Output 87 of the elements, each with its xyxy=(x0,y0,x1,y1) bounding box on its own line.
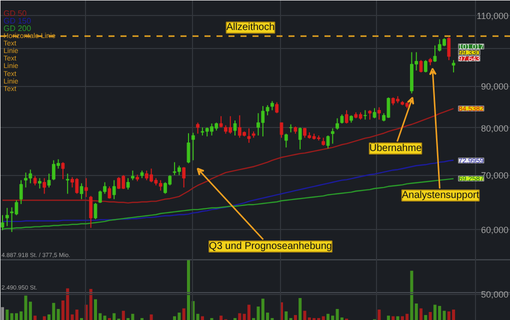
candlestick xyxy=(284,133,288,148)
candlestick xyxy=(298,126,302,150)
candlestick xyxy=(280,122,284,138)
candlestick xyxy=(377,106,381,120)
bar xyxy=(42,316,46,320)
candlestick xyxy=(38,178,42,189)
candlestick xyxy=(19,180,23,205)
candlestick xyxy=(186,132,190,164)
bar xyxy=(298,298,302,320)
y-tick-label: 90,000 xyxy=(480,82,509,92)
candlestick xyxy=(80,182,84,200)
candlestick xyxy=(452,60,456,73)
bar xyxy=(414,304,418,320)
text: GD 200 xyxy=(4,24,32,34)
bar xyxy=(0,307,4,320)
annotation: Übernahme xyxy=(369,142,422,154)
candlestick xyxy=(270,100,274,111)
bar xyxy=(378,310,381,320)
candlestick xyxy=(433,44,437,62)
text: GD 50 xyxy=(4,9,28,18)
candlestick xyxy=(368,110,372,120)
bar xyxy=(294,315,297,320)
candlestick xyxy=(372,108,376,119)
y-tick-label: 80,000 xyxy=(480,123,509,134)
candlestick xyxy=(196,122,200,134)
candlestick xyxy=(47,173,51,188)
bar xyxy=(94,299,98,320)
candlestick xyxy=(42,178,46,194)
bar xyxy=(200,316,204,320)
bar xyxy=(247,304,250,320)
text: GD 150 xyxy=(4,16,32,26)
candlestick xyxy=(419,60,423,73)
candlestick xyxy=(340,114,344,124)
candlestick xyxy=(89,195,93,228)
bar xyxy=(150,314,153,320)
bar xyxy=(424,315,428,320)
candlestick xyxy=(247,128,251,144)
candlestick xyxy=(233,120,237,136)
candlestick xyxy=(84,178,88,198)
candlestick xyxy=(112,180,116,200)
candlestick xyxy=(191,132,195,161)
candlestick xyxy=(447,36,451,61)
bar xyxy=(122,310,125,320)
candlestick xyxy=(126,178,130,190)
bar xyxy=(182,308,186,320)
bar xyxy=(326,314,330,320)
bar xyxy=(410,270,414,320)
candlestick xyxy=(61,162,65,180)
y-tick-label: 60,000 xyxy=(480,225,509,236)
candlestick xyxy=(326,134,330,149)
candlestick xyxy=(344,110,348,124)
bar xyxy=(428,312,432,320)
bar xyxy=(34,316,37,320)
candlestick xyxy=(108,186,112,200)
bar xyxy=(396,316,400,320)
candlestick xyxy=(364,110,367,120)
candlestick xyxy=(219,116,223,128)
bar xyxy=(392,316,395,320)
bar xyxy=(173,316,176,320)
candlestick xyxy=(33,176,37,186)
candlestick xyxy=(275,102,279,114)
bar xyxy=(386,316,390,320)
candlestick xyxy=(0,214,4,231)
bar xyxy=(186,260,190,320)
annotation: Q3 und Prognoseanhebung xyxy=(209,241,332,252)
bar xyxy=(220,316,223,320)
bar xyxy=(56,308,60,320)
candlestick xyxy=(336,118,339,130)
bar xyxy=(6,310,9,320)
candlestick xyxy=(131,170,134,181)
ref-line-label: Allzeithoch xyxy=(226,22,275,34)
bar xyxy=(238,313,242,320)
annotation: Analystensupport xyxy=(402,190,480,201)
y-tick-label: 110,000 xyxy=(476,10,509,21)
candlestick xyxy=(66,173,70,194)
bar xyxy=(103,316,106,320)
candlestick xyxy=(182,166,186,188)
bar xyxy=(196,314,200,320)
candlestick xyxy=(5,207,9,227)
y-tick-label: 50,000 xyxy=(480,290,509,300)
bar xyxy=(322,316,325,320)
candlestick xyxy=(330,128,334,144)
candlestick xyxy=(424,60,428,73)
bar xyxy=(89,288,92,320)
candlestick xyxy=(94,202,98,220)
bar xyxy=(419,308,423,320)
bar xyxy=(284,311,288,320)
